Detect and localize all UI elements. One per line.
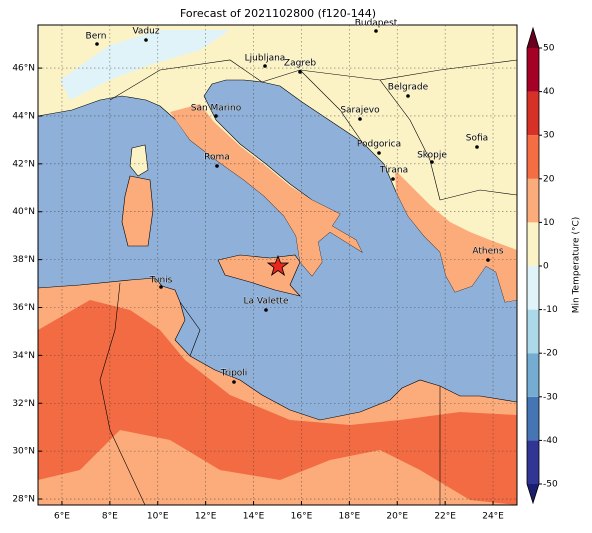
city-label: Vaduz [132, 27, 159, 37]
colorbar-tick-label: 50 [543, 44, 555, 54]
city-dot [215, 164, 219, 168]
city-label: Tirana [379, 166, 408, 176]
colorbar-band [527, 48, 539, 92]
y-tick-label: 36°N [12, 303, 35, 313]
colorbar-band [527, 222, 539, 266]
x-tick-label: 24°E [482, 512, 504, 522]
city-dot [144, 38, 148, 42]
colorbar-tick-label: -20 [543, 349, 558, 359]
colorbar-tick-label: -50 [543, 480, 558, 490]
colorbar-tick-label: -40 [543, 436, 558, 446]
city-dot [486, 258, 490, 262]
colorbar-band [527, 135, 539, 179]
city-dot [159, 285, 163, 289]
x-tick-label: 6°E [54, 512, 70, 522]
city-dot [406, 94, 410, 98]
city-label: Sarajevo [340, 106, 380, 116]
event-star [266, 254, 290, 277]
colorbar-tick-label: 30 [543, 131, 555, 141]
city-dot [430, 160, 434, 164]
city-dot [263, 64, 267, 68]
city-label: Skopje [417, 151, 447, 161]
x-tick-label: 20°E [386, 512, 408, 522]
city-dot [95, 42, 99, 46]
y-tick-label: 30°N [12, 447, 35, 457]
x-tick-label: 14°E [243, 512, 265, 522]
x-tick-label: 16°E [291, 512, 313, 522]
y-tick-label: 42°N [12, 159, 35, 169]
colorbar-band [527, 309, 539, 354]
map-frame [37, 24, 518, 506]
y-tick-label: 38°N [12, 255, 35, 265]
city-label: Ljubljana [245, 54, 286, 64]
colorbar-extend-low [527, 484, 539, 503]
city-dot [391, 177, 395, 181]
y-tick-label: 46°N [12, 64, 35, 74]
warm-balkans [395, 170, 517, 302]
city-label: Podgorica [357, 140, 401, 150]
city-label: Athens [472, 247, 503, 257]
city-dot [475, 145, 479, 149]
colorbar-extend-high [527, 28, 539, 48]
city-label: Bern [86, 32, 107, 42]
city-dot [232, 380, 236, 384]
cold-band [60, 30, 230, 100]
city-label: Zagreb [284, 59, 316, 69]
x-tick-label: 22°E [434, 512, 456, 522]
city-dot [214, 114, 218, 118]
city-label: Belgrade [388, 83, 429, 93]
city-label: Tripoli [220, 369, 248, 379]
colorbar-tick-label: 20 [543, 174, 555, 184]
city-label: Roma [204, 153, 230, 163]
warm-italy [170, 104, 362, 276]
colorbar-band [527, 91, 539, 136]
y-tick-label: 28°N [12, 495, 35, 505]
colorbar-band [527, 178, 539, 223]
city-dot [264, 308, 268, 312]
map-title: Forecast of 2021102800 (f120-144) [180, 7, 376, 20]
city-label: Sofia [466, 134, 488, 144]
sardinia [121, 175, 154, 247]
colorbar-band [527, 440, 539, 484]
colorbar-band [527, 266, 539, 310]
colorbar-tick-label: 10 [543, 218, 555, 228]
colorbar-tick-label: 40 [543, 87, 555, 97]
city-label: Budapest [355, 19, 398, 29]
colorbar-band [527, 353, 539, 397]
city-dot [298, 70, 302, 74]
x-tick-label: 12°E [195, 512, 217, 522]
y-tick-label: 34°N [12, 351, 35, 361]
city-label: San Marino [191, 104, 242, 114]
x-tick-label: 8°E [102, 512, 118, 522]
colorbar-tick-label: 0 [543, 262, 549, 272]
city-dot [358, 117, 362, 121]
x-tick-label: 10°E [147, 512, 169, 522]
city-label: Tunis [149, 276, 173, 286]
colorbar-tick-label: -10 [543, 305, 558, 315]
y-tick-label: 40°N [12, 207, 35, 217]
corsica [129, 144, 149, 177]
overlay: 6°E 8°E 10°E 12°E 14°E 16°E 18°E 20°E 22°E 24°E 28… [12, 18, 558, 522]
country-borders [99, 59, 517, 505]
colorbar-tick-label: -30 [543, 392, 558, 402]
city-label: La Valette [244, 297, 289, 307]
city-dot [374, 29, 378, 33]
city-dot [377, 151, 381, 155]
colorbar-band [527, 396, 539, 441]
colorbar-label: Min Temperature (°C) [572, 217, 582, 314]
y-tick-label: 44°N [12, 111, 35, 121]
y-tick-label: 32°N [12, 399, 35, 409]
x-tick-label: 18°E [339, 512, 361, 522]
